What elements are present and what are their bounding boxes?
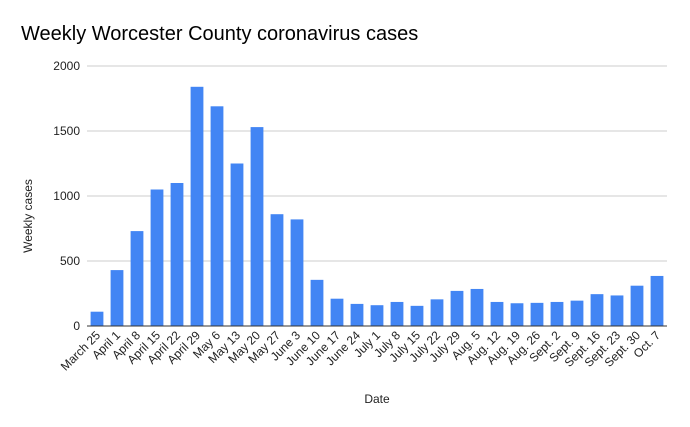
bar	[270, 214, 284, 326]
chart-title: Weekly Worcester County coronavirus case…	[21, 23, 418, 45]
bar	[490, 301, 504, 326]
bar	[530, 302, 544, 326]
bar	[450, 290, 464, 326]
bar	[410, 305, 424, 326]
bar	[590, 294, 604, 326]
bar	[170, 183, 184, 326]
bar	[90, 311, 104, 326]
bar	[130, 231, 144, 326]
y-tick-label: 1500	[53, 124, 80, 138]
x-axis-title: Date	[364, 392, 390, 406]
bar	[630, 285, 644, 326]
bar	[310, 279, 324, 326]
gridlines	[87, 65, 667, 262]
y-tick-label: 500	[60, 254, 80, 268]
bar	[250, 127, 264, 326]
y-tick-label: 2000	[53, 59, 80, 73]
bar	[150, 189, 164, 326]
bar	[390, 301, 404, 326]
bar	[650, 275, 664, 326]
bar	[550, 301, 564, 326]
bar	[610, 295, 624, 326]
bar	[570, 300, 584, 326]
bars	[90, 86, 664, 326]
bar	[290, 219, 304, 326]
y-tick-label: 1000	[53, 189, 80, 203]
bar	[110, 270, 124, 326]
bar	[190, 86, 204, 326]
bar	[510, 303, 524, 326]
bar	[350, 303, 364, 326]
bar	[370, 305, 384, 326]
bar	[330, 298, 344, 326]
bar	[430, 299, 444, 326]
y-tick-label: 0	[73, 319, 80, 333]
bar	[230, 163, 244, 326]
bar	[210, 106, 224, 326]
y-axis-title: Weekly cases	[21, 179, 35, 253]
bar	[470, 288, 484, 326]
y-tick-labels: 0 500 1000 1500 2000	[53, 59, 80, 333]
